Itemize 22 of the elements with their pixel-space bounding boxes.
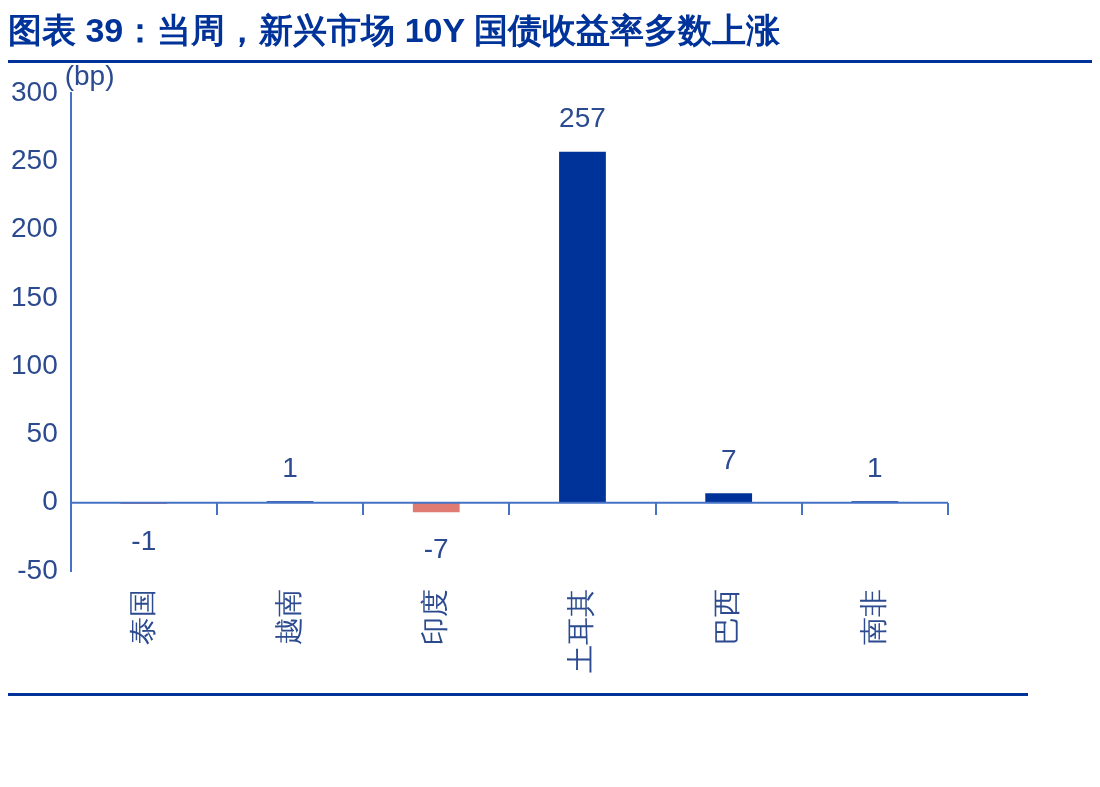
x-tick-label: 越南 (272, 589, 304, 645)
data-label: 1 (867, 452, 883, 484)
x-tick-label: 土耳其 (565, 589, 597, 673)
y-tick-label: 250 (11, 144, 58, 175)
y-tick-label: 200 (11, 212, 58, 244)
y-tick-label: 300 (11, 75, 58, 107)
x-tick-label: 巴西 (711, 589, 743, 645)
data-label: 1 (282, 452, 298, 484)
chart-title: 图表 39：当周，新兴市场 10Y 国债收益率多数上涨 (8, 11, 781, 49)
data-label: 257 (559, 102, 606, 134)
y-tick-label: -50 (17, 553, 58, 585)
x-tick-label: 印度 (418, 589, 450, 645)
data-label: 7 (720, 443, 737, 475)
y-tick-label: 0 (42, 485, 58, 517)
data-label: -7 (423, 532, 449, 564)
x-tick-label: 泰国 (126, 589, 158, 645)
y-tick-label: 100 (11, 348, 58, 380)
y-axis-title: (bp) (64, 59, 115, 91)
x-tick-label: 南非 (857, 589, 889, 645)
data-label: -1 (131, 524, 157, 556)
y-tick-label: 50 (26, 417, 58, 449)
y-tick-label: 150 (11, 280, 58, 312)
